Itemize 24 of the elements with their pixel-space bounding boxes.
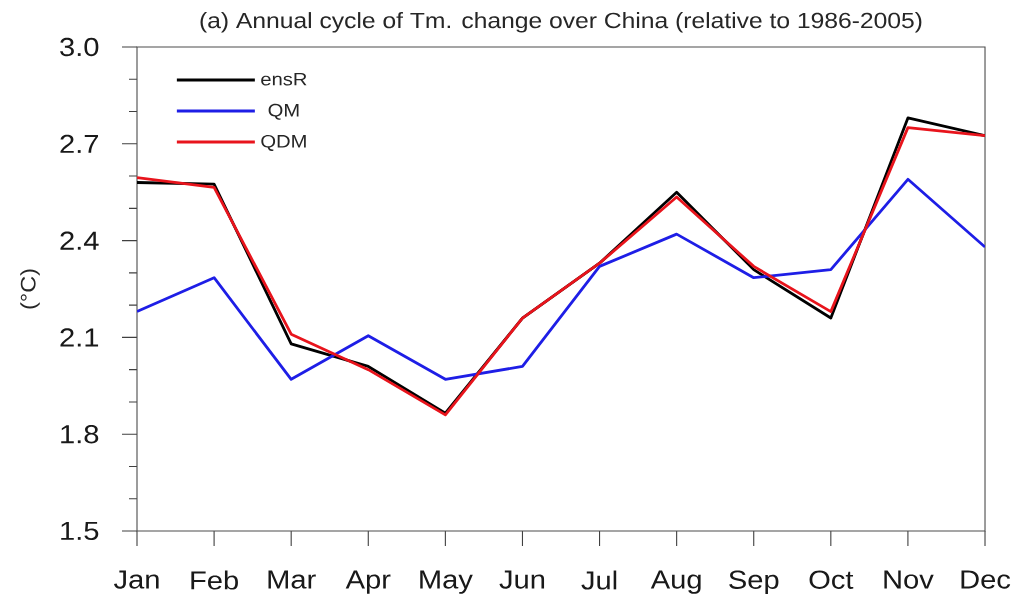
y-tick-label: 2.7 xyxy=(60,134,99,153)
y-tick-label: 3.0 xyxy=(60,37,99,57)
x-tick-label: Aug xyxy=(650,570,701,594)
y-tick-label: 1.5 xyxy=(61,521,99,541)
legend-label: QDM xyxy=(261,134,306,151)
chart-title: (a) Annual cycle of Tm. change over China (relative to 1986-2005) xyxy=(200,12,922,33)
legend-label: QM xyxy=(268,103,299,120)
x-tick-label: Jan xyxy=(113,570,159,589)
x-tick-label: Oct xyxy=(809,570,854,589)
x-tick-label: Feb xyxy=(191,570,238,590)
x-tick-label: May xyxy=(420,570,473,594)
y-tick-label: 2.4 xyxy=(60,231,99,250)
x-tick-label: Mar xyxy=(268,570,316,589)
line-series xyxy=(137,177,986,381)
x-tick-label: Dec xyxy=(961,570,1011,589)
y-tick-label: 1.8 xyxy=(61,424,99,444)
x-tick-label: Nov xyxy=(884,570,934,589)
x-tick-label: Sep xyxy=(729,570,779,595)
x-tick-label: Jul xyxy=(581,570,617,590)
y-axis-title: (°C) xyxy=(20,269,40,309)
x-tick-label: Jun xyxy=(499,570,545,589)
y-tick-label: 2.1 xyxy=(60,328,99,347)
legend-label: ensR xyxy=(261,72,307,86)
x-tick-label: Apr xyxy=(345,570,391,594)
